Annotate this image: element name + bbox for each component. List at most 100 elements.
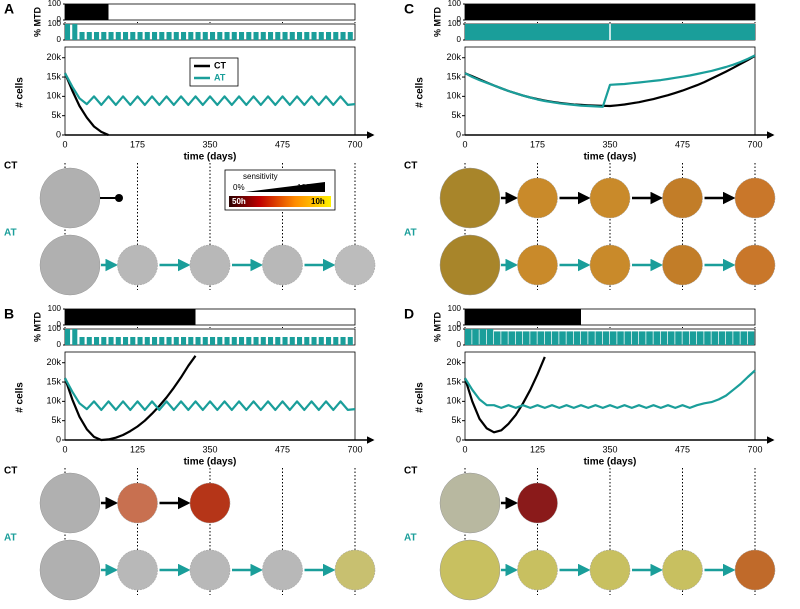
- at-dose: [130, 337, 136, 345]
- x-axis-label: time (days): [184, 457, 237, 468]
- x-tick-label: 475: [675, 139, 690, 149]
- y-tick-label: 20k: [446, 52, 461, 62]
- series-line: [63, 72, 109, 137]
- x-axis-label: time (days): [584, 152, 637, 163]
- at-dose: [537, 331, 545, 345]
- at-dose: [239, 337, 245, 345]
- row-label: AT: [404, 533, 417, 544]
- at-dose: [530, 331, 537, 345]
- row-label: CT: [404, 161, 417, 172]
- at-dose: [631, 331, 639, 345]
- at-dose: [101, 32, 107, 40]
- at-dose: [318, 32, 324, 40]
- at-dose: [246, 337, 252, 345]
- mtd-tick-label: 100: [448, 19, 462, 28]
- y-axis-label: # cells: [15, 77, 26, 108]
- at-dose: [311, 337, 317, 345]
- at-dose: [94, 337, 100, 345]
- at-dose: [268, 337, 274, 345]
- at-dose: [268, 32, 274, 40]
- stop-dot: [115, 194, 123, 202]
- tumor: [39, 539, 101, 601]
- tumor: [189, 244, 231, 286]
- at-dose: [304, 32, 310, 40]
- row-label: AT: [4, 533, 17, 544]
- series-line: [63, 355, 197, 442]
- mtd-label: % MTD: [432, 7, 442, 37]
- tumor: [662, 549, 703, 591]
- x-axis-label: time (days): [584, 457, 637, 468]
- at-dose: [733, 331, 740, 345]
- mtd-tick-label: 100: [448, 324, 462, 333]
- y-tick-label: 5k: [451, 110, 461, 120]
- tumor: [334, 244, 376, 286]
- x-tick-label: 350: [602, 444, 617, 454]
- at-dose: [130, 32, 136, 40]
- x-tick-label: 175: [530, 139, 545, 149]
- y-tick-label: 10k: [446, 396, 461, 406]
- at-dose: [326, 337, 332, 345]
- mtd-tick-label: 0: [457, 35, 462, 44]
- tumor: [439, 234, 501, 296]
- at-dose: [552, 331, 559, 345]
- tumor: [189, 482, 231, 524]
- at-dose: [494, 331, 501, 345]
- at-dose: [333, 32, 339, 40]
- at-dose: [210, 32, 216, 40]
- tumor: [117, 482, 158, 524]
- at-dose: [297, 337, 303, 345]
- x-tick-label: 0: [62, 444, 67, 454]
- x-tick-label: 0: [62, 139, 67, 149]
- series-line: [464, 369, 756, 409]
- y-tick-label: 20k: [46, 357, 61, 367]
- mtd-label: % MTD: [32, 312, 42, 342]
- y-tick-label: 5k: [451, 415, 461, 425]
- at-dose: [304, 337, 310, 345]
- at-dose: [333, 337, 339, 345]
- at-dose: [72, 24, 78, 40]
- mtd-label: % MTD: [32, 7, 42, 37]
- at-dose: [224, 337, 230, 345]
- at-dose: [123, 337, 129, 345]
- y-axis-label: # cells: [415, 382, 426, 413]
- at-dose: [347, 337, 353, 345]
- sens-gradient: [229, 196, 331, 207]
- tumor: [334, 549, 376, 591]
- at-dose: [65, 24, 71, 40]
- tumor: [439, 472, 501, 534]
- at-dose: [740, 331, 748, 345]
- at-dose: [275, 337, 281, 345]
- sens-title: sensitivity: [243, 172, 278, 181]
- at-dose: [231, 32, 237, 40]
- tumor: [734, 244, 776, 286]
- at-dose: [79, 32, 85, 40]
- tumor: [439, 167, 501, 229]
- y-axis-label: # cells: [415, 77, 426, 108]
- sens-low: 50h: [232, 197, 246, 206]
- y-tick-label: 15k: [46, 71, 61, 81]
- at-dose: [602, 331, 610, 345]
- tumor: [517, 549, 558, 591]
- at-dose: [246, 32, 252, 40]
- at-dose: [159, 32, 165, 40]
- at-dose: [726, 331, 733, 345]
- row-label: CT: [4, 161, 17, 172]
- at-dose: [660, 331, 668, 345]
- at-dose: [144, 337, 150, 345]
- at-dose: [260, 32, 266, 40]
- at-dose: [86, 337, 92, 345]
- at-dose: [115, 337, 121, 345]
- tumor: [662, 177, 703, 219]
- y-tick-label: 0: [456, 434, 461, 444]
- tumor: [589, 177, 631, 219]
- at-dose: [202, 32, 208, 40]
- mtd-label: % MTD: [432, 312, 442, 342]
- mtd-tick-label: 100: [48, 19, 62, 28]
- tumor: [117, 549, 158, 591]
- at-dose: [559, 331, 566, 345]
- at-dose: [217, 337, 223, 345]
- at-dose: [239, 32, 245, 40]
- at-dose: [523, 331, 530, 345]
- at-dose: [747, 331, 755, 345]
